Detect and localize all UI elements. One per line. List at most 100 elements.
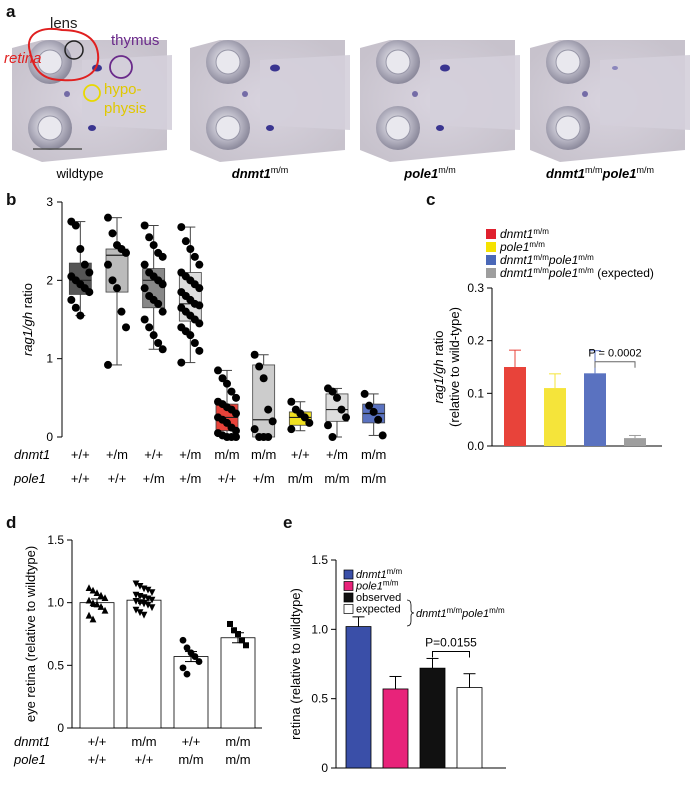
genotype-sup: m/m (438, 165, 456, 175)
data-point (232, 393, 240, 402)
data-point (85, 596, 93, 604)
data-point (89, 599, 97, 607)
row-label: dnmt1 (14, 734, 50, 749)
hypophysis-circle (83, 84, 101, 102)
genotype-caption: dnmt1m/mpole1m/m (546, 165, 654, 181)
data-point (177, 223, 186, 232)
lens-lower (37, 115, 63, 141)
dnmt1-genotype: +/m (179, 447, 201, 462)
data-point (231, 627, 237, 634)
hypophysis-stain (242, 91, 248, 97)
dnmt1-genotype: +/+ (88, 734, 107, 749)
y-tick-label: 0 (57, 721, 64, 735)
pole1-genotype: +/+ (218, 471, 237, 486)
y-axis-label-rest: ratio (20, 283, 35, 312)
legend-gene: dnmt1 (500, 266, 533, 280)
panel-letter-a: a (6, 2, 16, 21)
pole1-genotype: m/m (361, 471, 386, 486)
thymus-label: thymus (111, 32, 159, 49)
bar (79, 602, 115, 729)
data-point (148, 604, 156, 612)
y-tick-label: 0 (321, 761, 328, 775)
legend-swatch (486, 229, 496, 239)
data-point (71, 221, 80, 230)
data-point (195, 301, 204, 310)
hypophysis-stain (412, 91, 418, 97)
legend-gene: pole1 (461, 608, 489, 620)
legend-label: pole1 (355, 581, 383, 593)
data-point (190, 339, 199, 347)
data-point (140, 284, 149, 293)
data-point (85, 584, 93, 592)
dnmt1-genotype: +/+ (144, 447, 163, 462)
legend-sup: m/m (578, 266, 594, 275)
y-tick-label: 0.2 (467, 334, 484, 348)
data-point (97, 591, 105, 599)
data-point (365, 401, 374, 410)
pole1-genotype: m/m (225, 752, 250, 767)
data-point (232, 426, 240, 435)
hypophysis-stain (64, 91, 70, 97)
data-point (186, 331, 195, 340)
legend-sup: m/m (578, 253, 594, 262)
wildtype-annotations: lens thymus retina hypo- physis (4, 15, 159, 150)
y-axis-label: eye retina (relative to wildtype) (23, 546, 38, 722)
pole1-genotype: +/+ (71, 471, 90, 486)
data-point (305, 418, 314, 427)
data-point (136, 582, 144, 590)
data-point (108, 276, 117, 285)
y-axis-label: rag1/gh ratio (431, 331, 446, 404)
retina-outline (27, 27, 100, 82)
genotype-gene: pole1 (403, 166, 438, 181)
data-point (101, 606, 109, 614)
data-point (235, 631, 241, 637)
data-point (342, 413, 350, 422)
lens-upper (215, 49, 241, 75)
legend-sup: m/m (529, 240, 545, 249)
bar (173, 656, 209, 729)
data-point (195, 346, 204, 355)
data-point (328, 387, 337, 396)
data-point (232, 433, 240, 441)
data-point (264, 433, 273, 441)
dnmt1-genotype: +/+ (182, 734, 201, 749)
bar (544, 388, 566, 446)
data-point (148, 589, 156, 597)
legend-label: expected (356, 604, 401, 616)
row-label: dnmt1 (14, 447, 50, 462)
legend-swatch (343, 569, 354, 580)
pole1-genotype: +/m (253, 471, 275, 486)
legend-sup: m/m (533, 266, 549, 275)
retina-label: retina (4, 50, 42, 67)
data-point (122, 323, 130, 332)
data-point (158, 345, 167, 354)
bar (504, 367, 526, 446)
larva-image-1 (190, 40, 350, 162)
legend-entry: dnmt1m/mpole1m/m (expected) (500, 266, 654, 280)
lens-lower (215, 115, 241, 141)
data-point (89, 615, 97, 623)
panel-letter-c: c (426, 190, 436, 209)
bar (220, 637, 256, 729)
p-value: P = 0.0002 (588, 348, 641, 360)
legend-sup: m/m (489, 606, 505, 615)
data-point (227, 620, 233, 627)
y-tick-label: 1 (46, 352, 53, 366)
legend-entry: observed (356, 592, 401, 604)
data-point (101, 594, 109, 602)
legend-bracket-label: dnmt1m/mpole1m/m (416, 606, 505, 620)
genotype-caption: wildtype (56, 166, 104, 181)
pole1-genotype: +/m (179, 471, 201, 486)
data-point (85, 611, 93, 619)
data-point (132, 580, 140, 588)
data-point (85, 288, 94, 297)
data-point (177, 358, 186, 367)
data-point (140, 260, 149, 269)
genotype-sup: m/m (271, 165, 289, 175)
genotype-sup: m/m (585, 165, 603, 175)
data-point (144, 601, 152, 609)
data-point (145, 233, 154, 242)
y-tick-label: 0.3 (467, 281, 484, 295)
y-axis-label: rag1/gh ratio (20, 283, 35, 356)
genotype-caption: pole1m/m (403, 165, 455, 181)
